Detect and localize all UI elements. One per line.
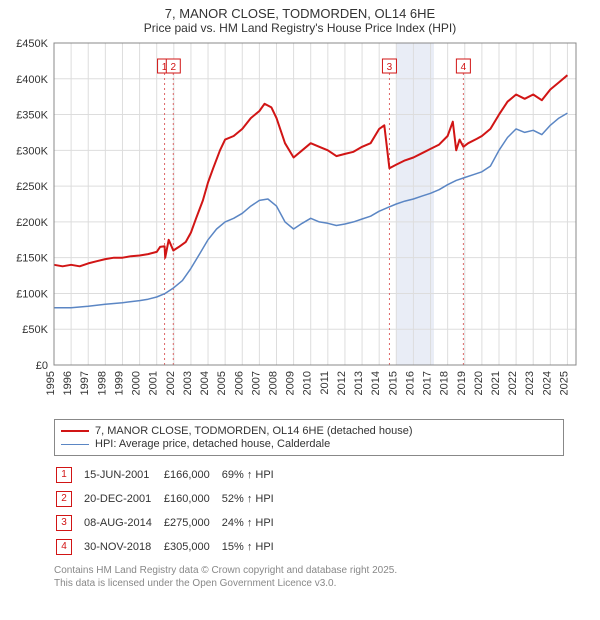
figure-root: 7, MANOR CLOSE, TODMORDEN, OL14 6HE Pric… bbox=[0, 0, 600, 590]
title-line-1: 7, MANOR CLOSE, TODMORDEN, OL14 6HE bbox=[0, 6, 600, 21]
x-tick-label: 2024 bbox=[541, 371, 553, 395]
legend-label: 7, MANOR CLOSE, TODMORDEN, OL14 6HE (det… bbox=[95, 425, 413, 437]
x-tick-label: 2008 bbox=[267, 371, 279, 395]
x-tick-label: 1999 bbox=[113, 371, 125, 395]
y-tick-label: £50K bbox=[22, 324, 48, 336]
x-tick-label: 2021 bbox=[490, 371, 502, 395]
legend-label: HPI: Average price, detached house, Cald… bbox=[95, 438, 330, 450]
price-chart: £0 £50K £100K £150K £200K £250K £300K £350K £400… bbox=[0, 35, 600, 415]
x-tick-label: 2002 bbox=[165, 371, 177, 395]
y-tick-label: £300K bbox=[16, 145, 48, 157]
legend: 7, MANOR CLOSE, TODMORDEN, OL14 6HE (det… bbox=[54, 419, 564, 456]
event-marker-label: 3 bbox=[387, 62, 393, 73]
event-row: 2 20-DEC-2001£160,00052% ↑ HPI bbox=[56, 488, 284, 510]
event-delta: 52% ↑ HPI bbox=[222, 488, 284, 510]
footnote-line: Contains HM Land Registry data © Crown c… bbox=[54, 564, 564, 577]
title-block: 7, MANOR CLOSE, TODMORDEN, OL14 6HE Pric… bbox=[0, 0, 600, 35]
y-tick-label: £400K bbox=[16, 74, 48, 86]
x-tick-label: 2013 bbox=[353, 371, 365, 395]
x-tick-label: 2003 bbox=[182, 371, 194, 395]
x-tick-label: 2015 bbox=[387, 371, 399, 395]
x-tick-label: 2011 bbox=[319, 371, 331, 395]
y-tick-label: £450K bbox=[16, 38, 48, 50]
y-tick-label: £0 bbox=[36, 360, 48, 372]
x-tick-label: 2022 bbox=[507, 371, 519, 395]
event-date: 08-AUG-2014 bbox=[84, 512, 162, 534]
event-marker-icon: 2 bbox=[56, 491, 72, 507]
x-tick-label: 1995 bbox=[45, 371, 57, 395]
event-marker-label: 4 bbox=[461, 62, 467, 73]
legend-swatch bbox=[61, 444, 89, 445]
x-tick-label: 2010 bbox=[302, 371, 314, 395]
x-tick-label: 2018 bbox=[439, 371, 451, 395]
x-tick-label: 2001 bbox=[148, 371, 160, 395]
x-tick-label: 2005 bbox=[216, 371, 228, 395]
y-tick-label: £200K bbox=[16, 217, 48, 229]
x-tick-label: 2023 bbox=[524, 371, 536, 395]
y-tick-label: £350K bbox=[16, 110, 48, 122]
event-marker-icon: 1 bbox=[56, 467, 72, 483]
event-date: 15-JUN-2001 bbox=[84, 464, 162, 486]
event-row: 3 08-AUG-2014£275,00024% ↑ HPI bbox=[56, 512, 284, 534]
legend-item: 7, MANOR CLOSE, TODMORDEN, OL14 6HE (det… bbox=[61, 425, 557, 437]
x-tick-label: 2020 bbox=[473, 371, 485, 395]
x-tick-label: 2016 bbox=[404, 371, 416, 395]
x-tick-label: 2014 bbox=[370, 371, 382, 395]
title-line-2: Price paid vs. HM Land Registry's House … bbox=[0, 21, 600, 35]
event-row: 1 15-JUN-2001£166,00069% ↑ HPI bbox=[56, 464, 284, 486]
y-tick-label: £100K bbox=[16, 288, 48, 300]
footnote: Contains HM Land Registry data © Crown c… bbox=[54, 564, 564, 590]
event-marker-icon: 3 bbox=[56, 515, 72, 531]
footnote-line: This data is licensed under the Open Gov… bbox=[54, 577, 564, 590]
y-tick-label: £150K bbox=[16, 253, 48, 265]
x-tick-label: 2006 bbox=[233, 371, 245, 395]
x-tick-label: 2012 bbox=[336, 371, 348, 395]
x-tick-label: 1996 bbox=[62, 371, 74, 395]
x-tick-label: 1997 bbox=[79, 371, 91, 395]
event-price: £275,000 bbox=[164, 512, 220, 534]
x-tick-label: 2019 bbox=[456, 371, 468, 395]
event-marker-icon: 4 bbox=[56, 539, 72, 555]
event-delta: 69% ↑ HPI bbox=[222, 464, 284, 486]
event-price: £160,000 bbox=[164, 488, 220, 510]
x-tick-label: 2025 bbox=[558, 371, 570, 395]
legend-item: HPI: Average price, detached house, Cald… bbox=[61, 438, 557, 450]
x-tick-label: 1998 bbox=[96, 371, 108, 395]
event-delta: 24% ↑ HPI bbox=[222, 512, 284, 534]
x-tick-label: 2017 bbox=[422, 371, 434, 395]
x-tick-label: 2000 bbox=[131, 371, 143, 395]
events-table: 1 15-JUN-2001£166,00069% ↑ HPI 2 20-DEC-200… bbox=[54, 462, 286, 560]
y-tick-label: £250K bbox=[16, 181, 48, 193]
x-tick-label: 2009 bbox=[285, 371, 297, 395]
event-row: 4 30-NOV-2018£305,00015% ↑ HPI bbox=[56, 536, 284, 558]
legend-swatch bbox=[61, 430, 89, 432]
event-date: 30-NOV-2018 bbox=[84, 536, 162, 558]
event-marker-label: 2 bbox=[171, 62, 177, 73]
x-tick-label: 2007 bbox=[250, 371, 262, 395]
event-date: 20-DEC-2001 bbox=[84, 488, 162, 510]
event-delta: 15% ↑ HPI bbox=[222, 536, 284, 558]
event-price: £166,000 bbox=[164, 464, 220, 486]
x-tick-label: 2004 bbox=[199, 371, 211, 395]
event-price: £305,000 bbox=[164, 536, 220, 558]
